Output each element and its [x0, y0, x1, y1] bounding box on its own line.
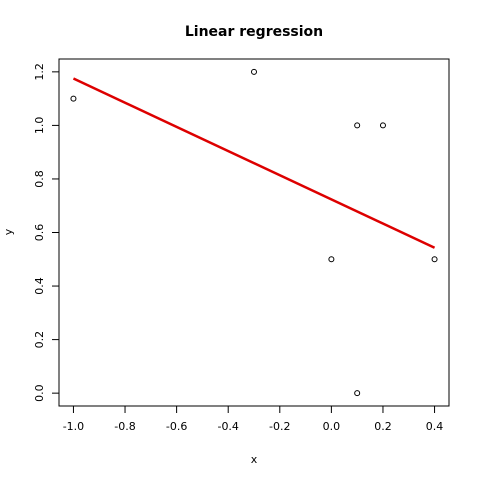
- y-tick-label: 1.2: [33, 63, 46, 81]
- plot-frame: [58, 58, 450, 407]
- data-point: [354, 122, 361, 129]
- y-tick-label: 0.6: [33, 224, 46, 242]
- y-tick-label: 0.2: [33, 331, 46, 349]
- x-tick-label: -0.4: [217, 420, 238, 433]
- data-point: [431, 256, 438, 263]
- y-tick-label: 0.0: [33, 384, 46, 402]
- x-tick-label: -1.0: [63, 420, 84, 433]
- x-tick-label: -0.6: [166, 420, 187, 433]
- data-points: [70, 68, 438, 397]
- x-tick-label: 0.0: [323, 420, 341, 433]
- x-axis: -1.0 -0.8 -0.6 -0.4 -0.2 0.0 0.2 0.4: [63, 405, 444, 433]
- data-point: [379, 122, 386, 129]
- data-point: [70, 95, 77, 102]
- data-point: [354, 390, 361, 397]
- x-tick-label: 0.2: [374, 420, 392, 433]
- data-point: [251, 68, 257, 75]
- x-tick-label: -0.2: [269, 420, 290, 433]
- y-tick-label: 0.8: [33, 170, 46, 188]
- regression-line: [72, 77, 436, 249]
- x-axis-label: x: [251, 453, 258, 466]
- regression-line-group: [72, 77, 436, 249]
- x-tick-label: 0.4: [426, 420, 444, 433]
- y-axis-label: y: [2, 228, 15, 235]
- y-axis: 0.0 0.2 0.4 0.6 0.8 1.0 1.2: [33, 63, 60, 402]
- y-tick-label: 1.0: [33, 117, 46, 135]
- data-point: [328, 256, 335, 263]
- chart-title: Linear regression: [185, 24, 323, 40]
- x-tick-label: -0.8: [114, 420, 135, 433]
- y-tick-label: 0.4: [33, 277, 46, 295]
